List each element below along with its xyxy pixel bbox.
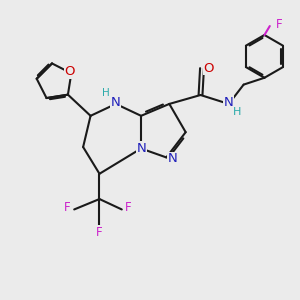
- Text: O: O: [64, 65, 75, 78]
- Text: N: N: [167, 152, 177, 165]
- Text: H: H: [101, 88, 109, 98]
- Text: F: F: [275, 18, 282, 31]
- Text: N: N: [224, 96, 234, 109]
- Text: H: H: [233, 107, 241, 117]
- Text: N: N: [111, 96, 121, 109]
- Text: F: F: [125, 202, 132, 214]
- Text: O: O: [203, 62, 214, 75]
- Text: F: F: [96, 226, 103, 239]
- Text: F: F: [64, 202, 71, 214]
- Text: N: N: [137, 142, 147, 155]
